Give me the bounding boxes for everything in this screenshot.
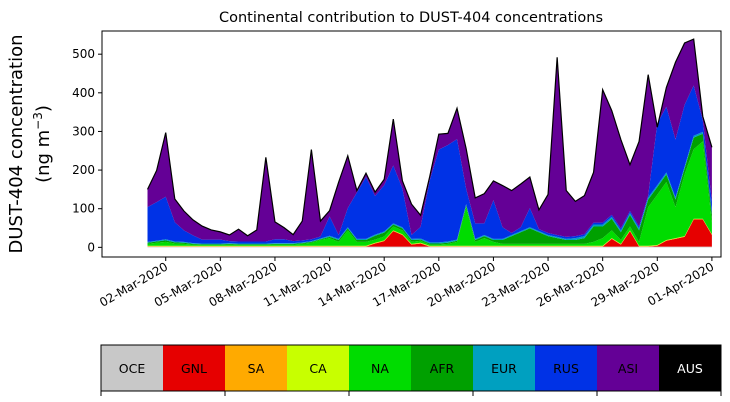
legend-label-gnl: GNL: [181, 361, 207, 376]
legend-swatch-ca: [287, 345, 350, 391]
legend-label-sa: SA: [248, 361, 265, 376]
y-axis-unit-sup: −3: [31, 112, 45, 130]
legend-label-asi: ASI: [618, 361, 638, 376]
legend-label-oce: OCE: [119, 361, 146, 376]
y-tick-label: 200: [72, 163, 95, 177]
legend-label-rus: RUS: [553, 361, 579, 376]
legend-label-na: NA: [371, 361, 389, 376]
y-axis-unit-label: (ng m−3): [31, 105, 54, 183]
chart-title: Continental contribution to DUST-404 con…: [219, 10, 603, 26]
y-axis-unit-suffix: ): [33, 105, 54, 112]
legend-swatch-eur: [473, 345, 536, 391]
legend-colorbar: OCE GNL SA CA NA AFR EUR RUS ASI AUS: [100, 344, 722, 396]
legend-swatch-afr: [411, 345, 474, 391]
y-tick-label: 400: [72, 86, 95, 100]
legend-swatch-sa: [225, 345, 288, 391]
legend-label-afr: AFR: [430, 361, 455, 376]
legend-label-ca: CA: [309, 361, 327, 376]
area-na: [147, 141, 712, 246]
legend-label-aus: AUS: [677, 361, 703, 376]
legend-swatch-aus: [659, 345, 722, 391]
legend-swatch-asi: [597, 345, 660, 391]
legend-frame: [100, 344, 722, 392]
y-tick-label: 300: [72, 124, 95, 138]
area-oce: [147, 246, 712, 248]
legend-swatch-oce: [101, 345, 164, 391]
plot-frame: [101, 30, 722, 258]
area-rus: [147, 85, 712, 244]
total-outline: [146, 38, 713, 237]
y-tick-label: 0: [87, 240, 95, 254]
legend-swatch-gnl: [163, 345, 226, 391]
y-tick-label: 500: [72, 47, 95, 61]
y-axis-label-line1: DUST-404 concentration: [6, 34, 27, 253]
legend-label-eur: EUR: [491, 361, 517, 376]
y-axis-unit-prefix: (ng m: [33, 130, 54, 183]
area-asi: [147, 39, 712, 242]
y-tick-label: 100: [72, 202, 95, 216]
legend-swatch-rus: [535, 345, 598, 391]
y-axis-label: DUST-404 concentration: [6, 34, 27, 253]
legend-swatch-na: [349, 345, 412, 391]
y-axis: 0 100 200 300 400 500: [72, 47, 102, 254]
plot-areas: [146, 38, 713, 248]
x-axis: 02-Mar-202005-Mar-202008-Mar-202011-Mar-…: [97, 257, 716, 310]
